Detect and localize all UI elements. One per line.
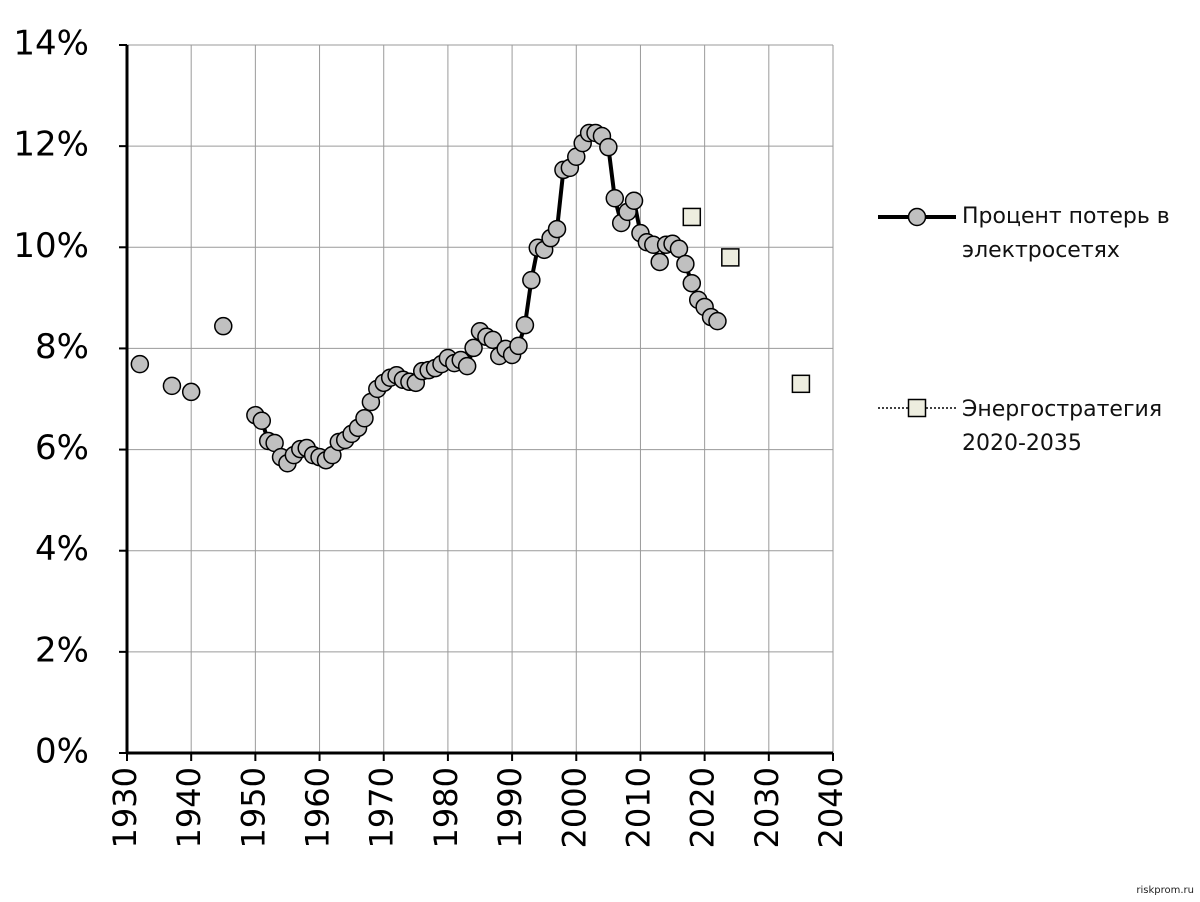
- point: [464, 338, 483, 358]
- x-tick-label: 2040: [812, 767, 850, 848]
- y-tick-label: 4%: [35, 529, 89, 569]
- x-tick-label: 1960: [299, 767, 337, 848]
- point: [721, 248, 740, 267]
- point: [181, 382, 201, 402]
- point: [457, 356, 477, 376]
- watermark: riskprom.ru: [1136, 885, 1194, 896]
- x-tick-label: 1950: [234, 767, 272, 848]
- point: [522, 270, 541, 290]
- x-tick-label: 1990: [491, 767, 529, 848]
- legend-marker: [907, 207, 927, 227]
- y-tick-label: 2%: [35, 630, 89, 670]
- x-tick-label: 2000: [555, 767, 593, 848]
- point: [624, 191, 644, 211]
- x-tick-label: 1970: [363, 767, 401, 848]
- point: [791, 374, 811, 394]
- point: [214, 316, 233, 336]
- legend-label: Энергостратегия 2020-2035: [962, 397, 1163, 456]
- x-tick-label: 1980: [427, 767, 465, 848]
- point: [162, 376, 182, 396]
- y-tick-label: 6%: [35, 428, 89, 468]
- x-tick-label: 2010: [619, 767, 657, 848]
- point: [669, 239, 689, 259]
- x-tick-label: 1930: [106, 767, 144, 848]
- point: [605, 188, 625, 208]
- point: [130, 354, 150, 374]
- point: [676, 254, 695, 274]
- x-tick-label: 2030: [748, 767, 786, 848]
- y-tick-label: 10%: [13, 226, 89, 266]
- x-tick-label: 1940: [170, 767, 208, 848]
- point: [682, 273, 702, 293]
- point: [599, 137, 618, 157]
- y-tick-label: 8%: [35, 327, 89, 367]
- point: [355, 408, 374, 428]
- y-tick-label: 12%: [13, 125, 89, 165]
- legend-label: Процент потерь в электросетях: [962, 204, 1170, 263]
- point: [483, 330, 503, 350]
- y-tick-label: 14%: [13, 24, 89, 64]
- line: [254, 130, 719, 467]
- legend-marker: [907, 398, 927, 418]
- point: [650, 252, 669, 272]
- point: [509, 336, 528, 356]
- y-tick-label: 0%: [35, 732, 89, 772]
- point: [515, 315, 535, 335]
- point: [682, 207, 702, 227]
- point: [252, 411, 272, 430]
- x-tick-label: 2020: [684, 767, 722, 848]
- point: [708, 311, 727, 331]
- point: [547, 219, 567, 239]
